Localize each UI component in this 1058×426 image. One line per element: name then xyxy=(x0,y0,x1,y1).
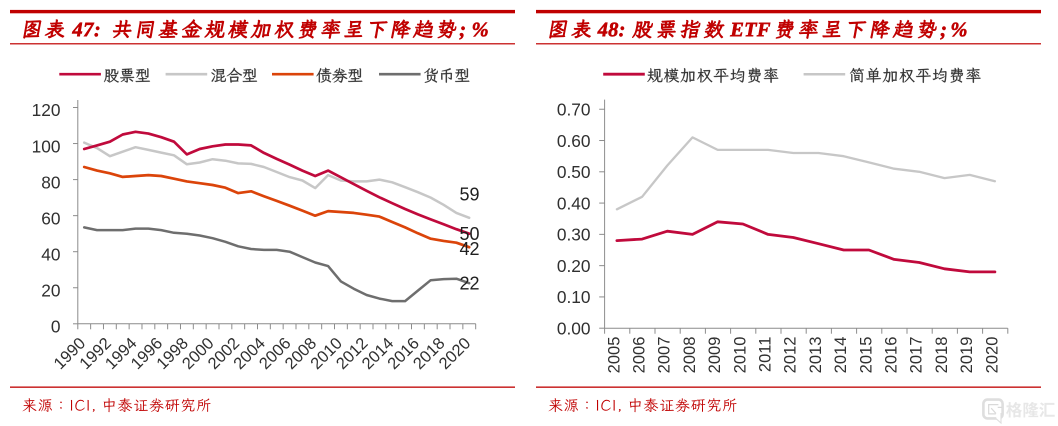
svg-text:2013: 2013 xyxy=(807,337,825,374)
svg-text:2007: 2007 xyxy=(656,337,674,374)
svg-text:2017: 2017 xyxy=(908,337,926,374)
svg-text:0.40: 0.40 xyxy=(557,193,591,213)
svg-text:20: 20 xyxy=(41,280,60,300)
svg-text:50: 50 xyxy=(460,224,480,244)
svg-text:2011: 2011 xyxy=(757,337,775,372)
svg-text:2010: 2010 xyxy=(731,337,749,374)
svg-text:2012: 2012 xyxy=(782,337,800,374)
svg-text:2015: 2015 xyxy=(857,337,875,374)
svg-text:0.50: 0.50 xyxy=(557,162,591,182)
svg-text:0: 0 xyxy=(51,317,61,337)
svg-text:59: 59 xyxy=(460,184,480,204)
svg-text:0.30: 0.30 xyxy=(557,225,591,245)
svg-text:2020: 2020 xyxy=(983,337,1001,374)
svg-text:120: 120 xyxy=(32,100,61,120)
svg-text:0.10: 0.10 xyxy=(557,287,591,307)
svg-text:2005: 2005 xyxy=(605,337,623,374)
svg-text:2019: 2019 xyxy=(958,337,976,374)
svg-text:40: 40 xyxy=(41,244,60,264)
svg-text:0.70: 0.70 xyxy=(557,100,591,120)
svg-text:80: 80 xyxy=(41,172,60,192)
svg-text:2016: 2016 xyxy=(883,337,901,374)
svg-text:42: 42 xyxy=(460,239,480,259)
svg-text:2014: 2014 xyxy=(832,337,850,374)
svg-text:0.00: 0.00 xyxy=(557,319,591,339)
svg-text:2009: 2009 xyxy=(706,337,724,374)
svg-text:0.20: 0.20 xyxy=(557,256,591,276)
svg-text:0.60: 0.60 xyxy=(557,131,591,151)
svg-text:22: 22 xyxy=(460,273,480,293)
svg-text:100: 100 xyxy=(32,136,61,156)
svg-text:2008: 2008 xyxy=(681,337,699,374)
svg-text:2018: 2018 xyxy=(933,337,951,374)
svg-text:2006: 2006 xyxy=(631,337,649,374)
svg-text:60: 60 xyxy=(41,208,60,228)
